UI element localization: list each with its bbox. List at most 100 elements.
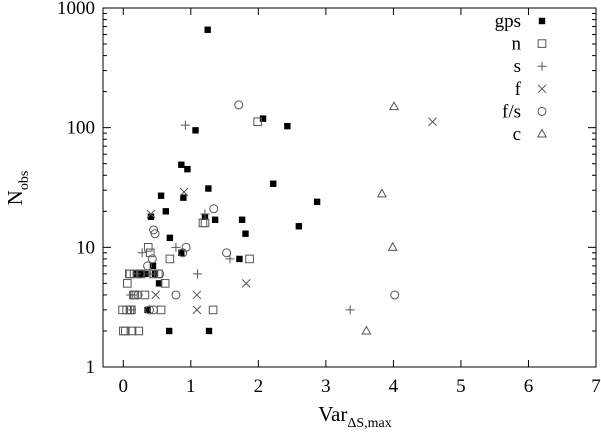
data-point-n (123, 279, 132, 288)
data-point-n (160, 279, 170, 288)
data-point-s (145, 269, 155, 279)
data-point-n (134, 326, 144, 336)
data-point-f-s (171, 290, 181, 300)
data-point-gps (178, 161, 185, 168)
data-point-f-s (135, 269, 145, 279)
data-point-gps (205, 327, 213, 335)
data-point-gps (184, 165, 191, 173)
x-tick-label: 6 (524, 376, 534, 397)
data-point-n (127, 326, 137, 336)
y-tick-label: 10 (76, 237, 95, 258)
x-tick-label: 0 (119, 376, 129, 397)
data-point-gps (284, 122, 291, 130)
y-tick-label: 1 (86, 357, 96, 378)
data-point-gps (238, 216, 246, 223)
data-point-f (241, 279, 251, 288)
data-point-f (179, 187, 189, 197)
legend-marker-f-s (537, 106, 547, 116)
data-point-gps (162, 208, 170, 215)
data-point-s (132, 269, 142, 279)
data-point-f-s (209, 204, 219, 214)
legend-label-f: f (515, 79, 522, 100)
legend-marker-c (536, 128, 548, 138)
legend-marker-f (537, 84, 547, 94)
data-point-s (193, 269, 203, 279)
x-tick-label: 2 (254, 376, 264, 397)
data-point-f (192, 290, 202, 300)
data-point-gps (192, 127, 199, 134)
data-point-f-s (178, 248, 188, 258)
plot-frame (102, 7, 597, 368)
data-point-f-s (234, 100, 244, 110)
data-point-gps (142, 270, 149, 278)
x-axis-title: VarΔS,max (318, 402, 392, 431)
data-point-f-s (145, 305, 155, 315)
data-point-gps (269, 180, 277, 187)
data-point-f-s (155, 269, 165, 279)
data-point-s (126, 305, 136, 315)
legend-label-gps: gps (495, 11, 521, 32)
data-point-gps (313, 198, 321, 206)
legend-marker-s (537, 61, 547, 71)
x-tick-label: 1 (186, 376, 196, 397)
legend-label-f-s: f/s (502, 101, 521, 122)
data-point-f (192, 305, 202, 315)
data-point-f-s (390, 290, 400, 300)
x-tick-label: 4 (389, 376, 399, 397)
data-point-f-s (147, 254, 157, 264)
data-point-s (128, 290, 138, 300)
data-point-s (345, 305, 355, 315)
x-tick-label: 3 (321, 376, 331, 397)
y-axis-title-subscript: obs (17, 171, 32, 190)
x-tick-label: 7 (591, 376, 601, 397)
data-point-n (118, 326, 128, 336)
data-point-gps (295, 223, 303, 230)
data-point-gps (166, 234, 174, 242)
data-point-gps (242, 230, 249, 237)
data-point-f-s (133, 290, 143, 300)
legend-label-n: n (512, 34, 522, 55)
y-tick-label: 100 (67, 118, 96, 139)
legend-label-s: s (514, 56, 521, 77)
data-point-f (428, 117, 437, 127)
x-tick-label: 5 (456, 376, 466, 397)
data-point-gps (178, 249, 185, 257)
data-point-s (225, 254, 235, 264)
data-point-f-s (150, 229, 160, 239)
data-point-gps (211, 216, 219, 223)
data-point-gps (180, 194, 187, 201)
legend-marker-gps (538, 17, 546, 25)
data-marks (118, 26, 437, 336)
data-point-f-s (149, 305, 159, 315)
data-point-gps (155, 280, 163, 287)
data-point-s (200, 209, 210, 219)
data-point-c (387, 241, 398, 251)
x-axis-title-subscript: ΔS,max (347, 416, 391, 431)
data-point-n (200, 218, 210, 228)
data-point-f (146, 209, 156, 219)
y-axis-title-main: N (3, 190, 27, 205)
data-point-f-s (143, 261, 153, 271)
data-point-gps (147, 213, 155, 220)
data-point-s (171, 242, 181, 252)
data-point-c (361, 325, 372, 335)
y-axis-title: Nobs (3, 171, 32, 206)
legend-label-c: c (513, 124, 521, 145)
data-point-f-s (222, 248, 232, 258)
data-point-n (143, 243, 153, 252)
data-point-f (151, 290, 161, 300)
data-point-gps (165, 327, 173, 335)
data-point-n (245, 254, 254, 264)
data-point-s (180, 120, 190, 130)
data-point-gps (144, 306, 151, 314)
data-point-s (137, 248, 147, 258)
data-point-c (376, 188, 387, 198)
data-point-gps (149, 262, 157, 270)
data-point-n (165, 254, 175, 264)
axes: 0 1 2 3 4 5 6 7 1 10 100 1000 (57, 0, 601, 397)
data-point-gps (259, 115, 267, 122)
legend-marker-n (537, 39, 547, 48)
